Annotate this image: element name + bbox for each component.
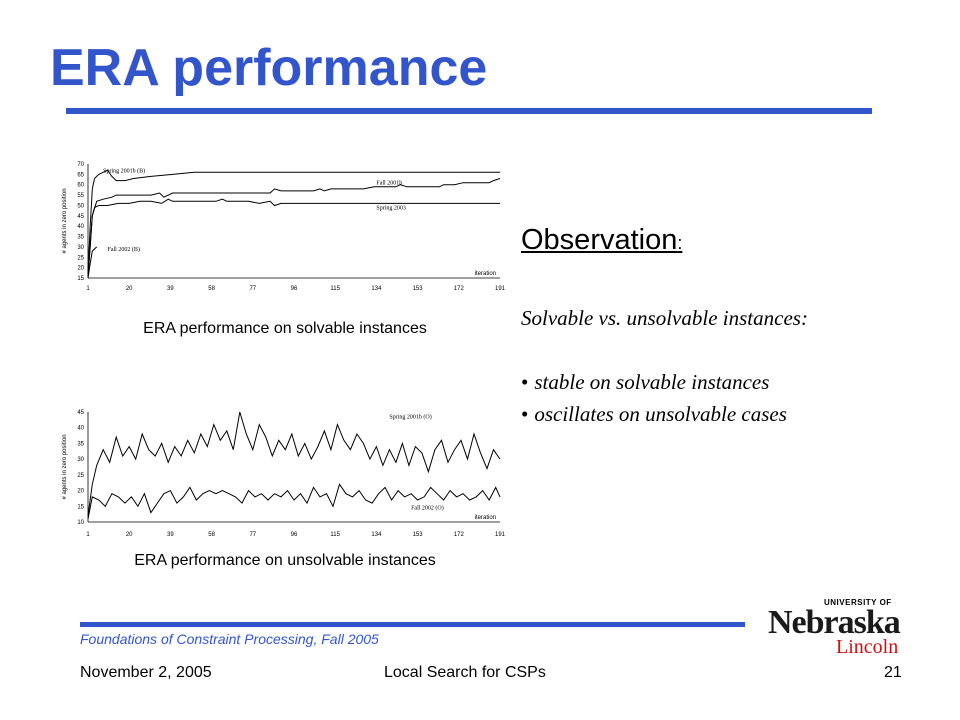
x-tick-label: 39 — [167, 286, 174, 292]
observation-heading: Observation: — [521, 224, 682, 257]
y-tick-label: 20 — [77, 266, 84, 272]
unsolvable-instances-chart: 10 15 20 25 30 35 40 45 1 20 39 58 77 96 115 134 153 172 1… — [52, 404, 512, 544]
unsolvable-chart-svg: 10 15 20 25 30 35 40 45 1 20 39 58 77 96 115 134 153 172 1… — [62, 410, 506, 538]
x-axis-label: iteration — [475, 515, 496, 521]
x-tick-label: 58 — [208, 532, 215, 538]
series-line — [87, 169, 500, 272]
bullet-symbol: • — [521, 402, 529, 426]
y-tick-label: 40 — [77, 426, 84, 432]
x-tick-label: 134 — [371, 286, 382, 292]
x-tick-label: 20 — [126, 532, 133, 538]
y-tick-label: 30 — [77, 245, 84, 251]
series-line — [87, 246, 98, 279]
y-tick-label: 30 — [77, 457, 84, 463]
y-tick-label: 35 — [77, 235, 84, 241]
y-tick-label: 55 — [77, 193, 84, 199]
y-tick-label: 35 — [77, 441, 84, 447]
course-name: Foundations of Constraint Processing, Fa… — [80, 631, 379, 647]
x-tick-label: 96 — [291, 532, 298, 538]
observation-colon: : — [677, 233, 683, 253]
unsolvable-chart-caption: ERA performance on unsolvable instances — [134, 552, 436, 569]
series-label: Spring 2001b (B) — [103, 167, 145, 174]
y-tick-label: 40 — [77, 224, 84, 230]
logo-nebraska-text: Nebraska — [768, 604, 901, 641]
x-tick-label: 1 — [86, 532, 90, 538]
solvable-chart-caption: ERA performance on solvable instances — [143, 320, 427, 337]
series-line — [87, 483, 501, 519]
y-axis-label: # agents in zero position — [62, 434, 68, 499]
series-label: Fall 2002 (O) — [411, 504, 444, 511]
x-tick-label: 96 — [291, 286, 298, 292]
slide-topic: Local Search for CSPs — [384, 664, 546, 681]
x-tick-label: 191 — [495, 532, 506, 538]
logo-university-text: UNIVERSITY OF — [824, 598, 892, 607]
x-tick-label: 172 — [454, 532, 465, 538]
y-tick-label: 15 — [77, 504, 84, 510]
x-axis-label: iteration — [475, 271, 496, 277]
x-tick-label: 172 — [454, 286, 465, 292]
series-label: Spring 2003 — [376, 206, 406, 212]
y-tick-label: 45 — [77, 410, 84, 416]
series-label: Spring 2001b (O) — [389, 413, 431, 420]
series-label: Fall 2001b — [376, 181, 402, 187]
x-tick-label: 115 — [330, 286, 340, 292]
page-number: 21 — [884, 664, 902, 681]
logo-lincoln-text: Lincoln — [836, 636, 899, 658]
series-line — [87, 198, 500, 276]
bullet-symbol: • — [521, 370, 529, 394]
solvable-chart-svg: 15 20 25 30 35 40 45 50 55 60 65 70 1 20 39 58 77 96 115 13… — [62, 162, 506, 292]
x-tick-label: 191 — [495, 286, 506, 292]
bullet-text: oscillates on unsolvable cases — [534, 402, 787, 426]
x-tick-label: 115 — [330, 532, 340, 538]
bullet-item-oscillates: • oscillates on unsolvable cases — [521, 402, 787, 427]
y-tick-label: 70 — [77, 162, 84, 168]
bullet-item-stable: • stable on solvable instances — [521, 370, 769, 395]
y-tick-label: 25 — [77, 255, 84, 261]
y-tick-label: 15 — [77, 276, 84, 282]
series-line — [87, 411, 501, 516]
solvable-instances-chart: 15 20 25 30 35 40 45 50 55 60 65 70 1 20 39 58 77 96 115 13… — [52, 156, 512, 306]
series-line — [87, 178, 501, 276]
y-tick-label: 65 — [77, 172, 84, 178]
x-tick-label: 77 — [249, 532, 256, 538]
x-tick-label: 20 — [126, 286, 133, 292]
x-tick-label: 134 — [371, 532, 382, 538]
y-tick-label: 50 — [77, 203, 84, 209]
x-tick-label: 1 — [86, 286, 90, 292]
bullet-text: stable on solvable instances — [534, 370, 770, 394]
university-logo: UNIVERSITY OF Nebraska Lincoln — [768, 596, 908, 664]
observation-subtitle: Solvable vs. unsolvable instances: — [521, 306, 808, 330]
y-tick-label: 20 — [77, 489, 84, 495]
y-tick-label: 60 — [77, 183, 84, 189]
x-tick-label: 77 — [249, 286, 256, 292]
y-tick-label: 10 — [77, 520, 84, 526]
y-tick-label: 25 — [77, 473, 84, 479]
series-label: Fall 2002 (B) — [108, 246, 140, 253]
x-tick-label: 153 — [413, 286, 424, 292]
x-tick-label: 39 — [167, 532, 174, 538]
slide-title: ERA performance — [50, 39, 488, 97]
footer-divider — [80, 622, 745, 627]
slide-date: November 2, 2005 — [80, 664, 212, 681]
title-divider — [66, 108, 872, 114]
y-tick-label: 45 — [77, 214, 84, 220]
observation-heading-text: Observation — [521, 224, 678, 256]
y-axis-label: # agents in zero position — [62, 188, 68, 253]
x-tick-label: 58 — [208, 286, 215, 292]
x-tick-label: 153 — [413, 532, 424, 538]
